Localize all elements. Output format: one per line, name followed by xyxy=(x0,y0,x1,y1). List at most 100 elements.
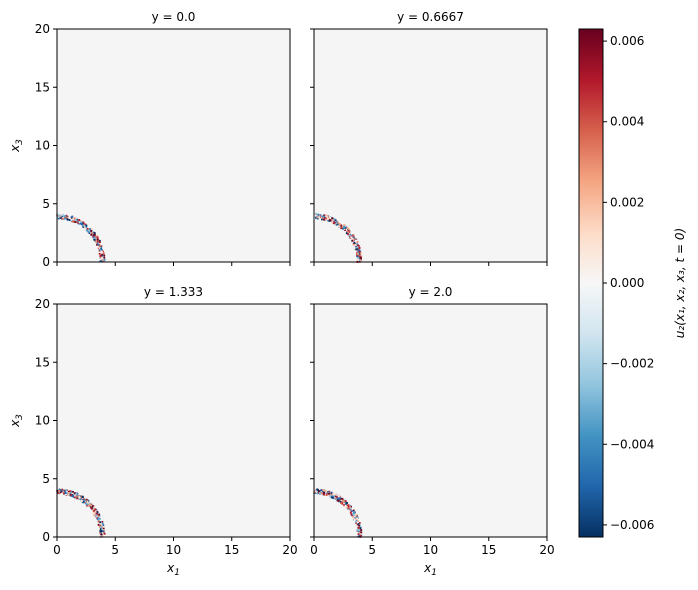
ring-pixel xyxy=(355,518,358,520)
ring-pixel xyxy=(78,221,81,224)
ring-pixel xyxy=(347,229,350,232)
ring-pixel xyxy=(335,223,338,226)
ring-pixel xyxy=(99,535,102,538)
ring-pixel xyxy=(99,260,102,263)
ring-pixel xyxy=(321,492,323,495)
ring-pixel xyxy=(350,232,353,235)
ring-pixel xyxy=(356,243,359,246)
ring-pixel xyxy=(321,489,323,492)
ring-pixel xyxy=(331,217,334,220)
ring-pixel xyxy=(62,491,65,494)
subplot-panel-4: y = 2.0 0 5 10 15 20 x1 xyxy=(310,285,555,578)
subplot-title: y = 0.0 xyxy=(152,10,196,24)
ring-pixel xyxy=(358,529,361,531)
ring-pixel xyxy=(68,217,71,219)
ring-pixel xyxy=(359,252,362,254)
ring-pixel xyxy=(78,495,81,498)
ring-pixel xyxy=(86,501,89,504)
ring-pixel xyxy=(76,493,79,496)
ring-pixel xyxy=(64,490,66,493)
ring-pixel xyxy=(93,233,96,236)
ring-pixel xyxy=(93,237,96,239)
ring-pixel xyxy=(96,242,99,245)
ring-pixel xyxy=(323,216,326,219)
ring-pixel xyxy=(62,214,65,217)
ring-pixel xyxy=(316,217,319,220)
ring-pixel xyxy=(332,222,335,225)
ring-pixel xyxy=(353,519,356,522)
x-tick-label: 20 xyxy=(282,543,297,557)
ring-pixel xyxy=(94,510,97,513)
ring-pixel xyxy=(359,524,361,527)
ring-pixel xyxy=(316,488,319,491)
ring-pixel xyxy=(316,216,319,219)
ring-pixel xyxy=(336,222,339,225)
ring-pixel xyxy=(326,216,329,219)
ring-pixel xyxy=(360,256,362,259)
ring-pixel xyxy=(91,505,94,507)
ring-pixel xyxy=(72,218,74,220)
ring-pixel xyxy=(85,498,88,501)
ring-pixel xyxy=(353,237,356,240)
ring-pixel xyxy=(95,509,98,512)
ring-pixel xyxy=(79,498,82,501)
ring-pixel xyxy=(100,260,103,263)
ring-pixel xyxy=(61,217,64,220)
ring-pixel xyxy=(102,531,105,534)
ring-pixel xyxy=(344,500,347,503)
ring-pixel xyxy=(75,492,78,495)
ring-pixel xyxy=(352,517,355,520)
ring-pixel xyxy=(98,515,100,518)
y-tick-label: 0 xyxy=(42,530,50,544)
ring-pixel xyxy=(356,524,359,526)
ring-pixel xyxy=(322,492,325,495)
ring-pixel xyxy=(356,525,359,528)
ring-pixel xyxy=(350,236,353,239)
ring-pixel xyxy=(70,218,73,221)
ring-pixel xyxy=(348,506,351,508)
ring-pixel xyxy=(355,251,358,254)
ring-pixel xyxy=(99,242,102,245)
ring-pixel xyxy=(352,509,355,511)
ring-pixel xyxy=(85,226,88,229)
ring-pixel xyxy=(321,217,324,219)
ring-pixel xyxy=(359,249,362,252)
ring-pixel xyxy=(360,257,362,260)
ring-pixel xyxy=(100,258,103,260)
ring-pixel xyxy=(92,505,95,508)
ring-pixel xyxy=(353,514,355,516)
x-tick-label: 0 xyxy=(53,543,61,557)
ring-pixel xyxy=(85,224,88,227)
ring-pixel xyxy=(90,233,93,236)
ring-pixel xyxy=(330,496,333,499)
ring-pixel xyxy=(355,244,357,246)
ring-pixel xyxy=(356,247,359,250)
ring-pixel xyxy=(58,488,61,491)
ring-pixel xyxy=(101,534,104,537)
ring-pixel xyxy=(103,534,106,536)
ring-pixel xyxy=(354,520,357,523)
ring-pixel xyxy=(329,217,331,219)
y-axis-label: x3 xyxy=(8,139,25,153)
y-tick-label: 5 xyxy=(42,472,50,486)
ring-pixel xyxy=(83,224,86,227)
ring-pixel xyxy=(80,222,83,225)
ring-pixel xyxy=(357,242,360,245)
ring-pixel xyxy=(355,521,357,524)
ring-pixel xyxy=(323,218,325,221)
y-tick-label: 15 xyxy=(35,80,50,94)
ring-pixel xyxy=(358,247,361,249)
ring-pixel xyxy=(94,508,97,511)
ring-pixel xyxy=(334,219,337,222)
ring-pixel xyxy=(94,235,97,238)
ring-pixel xyxy=(95,515,98,518)
ring-pixel xyxy=(357,245,360,247)
ring-pixel xyxy=(359,533,362,536)
ring-pixel xyxy=(326,493,329,495)
ring-pixel xyxy=(65,489,67,492)
ring-pixel xyxy=(323,493,325,496)
ring-pixel xyxy=(74,221,77,223)
ring-pixel xyxy=(343,224,346,226)
ring-pixel xyxy=(57,217,60,220)
ring-pixel xyxy=(96,513,98,515)
